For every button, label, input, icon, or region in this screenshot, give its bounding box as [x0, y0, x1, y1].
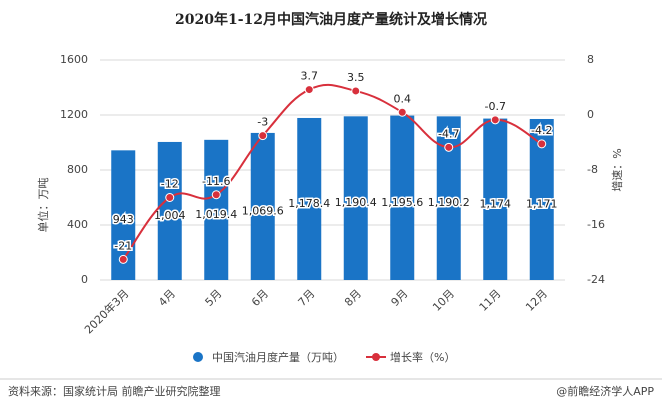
line-value-label: -4.7 — [438, 127, 459, 140]
bar-value-label: 943 — [113, 213, 134, 226]
line-value-label: -0.7 — [485, 100, 506, 113]
line-point — [118, 254, 128, 264]
bar — [343, 116, 368, 280]
line-value-label: -21 — [114, 239, 132, 252]
legend-label: 中国汽油月度产量（万吨） — [212, 350, 344, 364]
x-tick-label: 10月 — [430, 287, 457, 314]
line-point — [258, 131, 268, 141]
line-point — [211, 190, 221, 200]
bar — [157, 141, 182, 280]
y-axis-label: 单位：万吨 — [36, 178, 50, 233]
line-point — [351, 86, 361, 96]
bar — [204, 139, 229, 280]
bar-value-label: 1,178.4 — [288, 197, 330, 210]
line-value-label: 3.5 — [347, 71, 365, 84]
x-tick-label: 5月 — [203, 287, 225, 309]
bar — [250, 132, 275, 280]
line-point — [304, 85, 314, 95]
legend-swatch — [193, 352, 203, 362]
bar-value-label: 1,190.4 — [335, 196, 377, 209]
y-tick-label: 800 — [67, 163, 88, 176]
line-point — [397, 107, 407, 117]
line-value-label: 0.4 — [394, 92, 412, 105]
y2-tick-label: -8 — [587, 163, 598, 176]
line-point — [490, 115, 500, 125]
y2-axis-label: 增速：% — [610, 148, 624, 191]
y2-tick-label: -16 — [587, 218, 605, 231]
bar-value-label: 1,019.4 — [195, 208, 237, 221]
x-tick-label: 7月 — [296, 287, 318, 309]
credit: @前瞻经济学人APP — [556, 384, 654, 398]
x-tick-label: 12月 — [523, 287, 550, 314]
bar — [297, 117, 322, 280]
bar — [390, 115, 415, 280]
line-point — [537, 139, 547, 149]
line-value-label: -3 — [257, 116, 268, 129]
source: 资料来源：国家统计局 前瞻产业研究院整理 — [8, 384, 221, 398]
x-tick-label: 9月 — [389, 287, 411, 309]
y-tick-label: 400 — [67, 218, 88, 231]
y2-tick-label: 8 — [587, 53, 594, 66]
x-tick-label: 2020年3月 — [81, 286, 131, 336]
bar-value-label: 1,069.6 — [242, 204, 284, 217]
bar-value-label: 1,190.2 — [428, 196, 470, 209]
legend-swatch — [372, 353, 380, 361]
y-tick-label: 0 — [81, 273, 88, 286]
x-tick-label: 6月 — [249, 287, 271, 309]
bar-value-label: 1,195.6 — [381, 196, 423, 209]
line-value-label: -4.2 — [531, 124, 552, 137]
line — [122, 83, 543, 260]
line-value-label: -12 — [161, 178, 179, 191]
bar — [483, 118, 508, 280]
bar-value-label: 1,171 — [526, 197, 558, 210]
bar-value-label: 1,004 — [154, 209, 186, 222]
y-tick-label: 1600 — [60, 53, 88, 66]
x-tick-label: 8月 — [342, 287, 364, 309]
x-tick-label: 11月 — [477, 287, 504, 314]
y2-tick-label: -24 — [587, 273, 605, 286]
y-tick-label: 1200 — [60, 108, 88, 121]
chart-title: 2020年1-12月中国汽油月度产量统计及增长情况 — [175, 11, 487, 28]
bar-value-label: 1,174 — [480, 197, 512, 210]
line-point — [165, 193, 175, 202]
line-value-label: -11.6 — [202, 175, 230, 188]
legend-label: 增长率（%） — [390, 350, 455, 364]
line-value-label: 3.7 — [301, 70, 319, 83]
x-tick-label: 4月 — [156, 287, 178, 309]
y2-tick-label: 0 — [587, 108, 594, 121]
line-point — [444, 142, 454, 152]
